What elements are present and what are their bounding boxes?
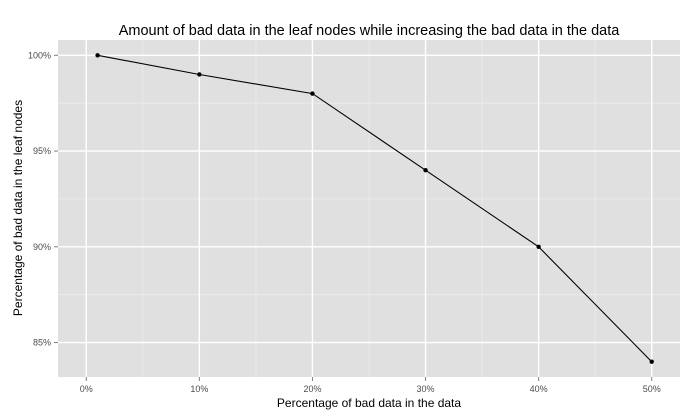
y-tick-label: 90% [33, 242, 51, 252]
x-tick-label: 20% [303, 384, 321, 394]
major-gridlines [58, 40, 680, 377]
data-point [423, 168, 428, 173]
series-line [97, 54, 653, 363]
data-point [95, 53, 100, 58]
data-point [310, 91, 315, 96]
x-axis-title: Percentage of bad data in the data [277, 396, 461, 410]
y-tick-label: 95% [33, 146, 51, 156]
y-tick-label: 100% [28, 50, 51, 60]
x-tick-label: 50% [643, 384, 661, 394]
x-tick-label: 40% [530, 384, 548, 394]
x-tick-label: 0% [80, 384, 93, 394]
chart-title: Amount of bad data in the leaf nodes whi… [119, 23, 621, 39]
x-tick-label: 30% [417, 384, 435, 394]
y-tick-label: 85% [33, 338, 51, 348]
y-axis-ticks: 85% 90% 95% 100% [28, 50, 58, 348]
y-axis-title: Percentage of bad data in the leaf nodes [11, 100, 25, 316]
x-tick-label: 10% [190, 384, 208, 394]
data-point [649, 359, 654, 364]
data-point [536, 244, 541, 249]
minor-gridlines [58, 40, 680, 377]
series-group [95, 53, 654, 364]
x-axis-ticks: 0% 10% 20% 30% 40% 50% [80, 377, 661, 394]
data-point [197, 72, 202, 77]
